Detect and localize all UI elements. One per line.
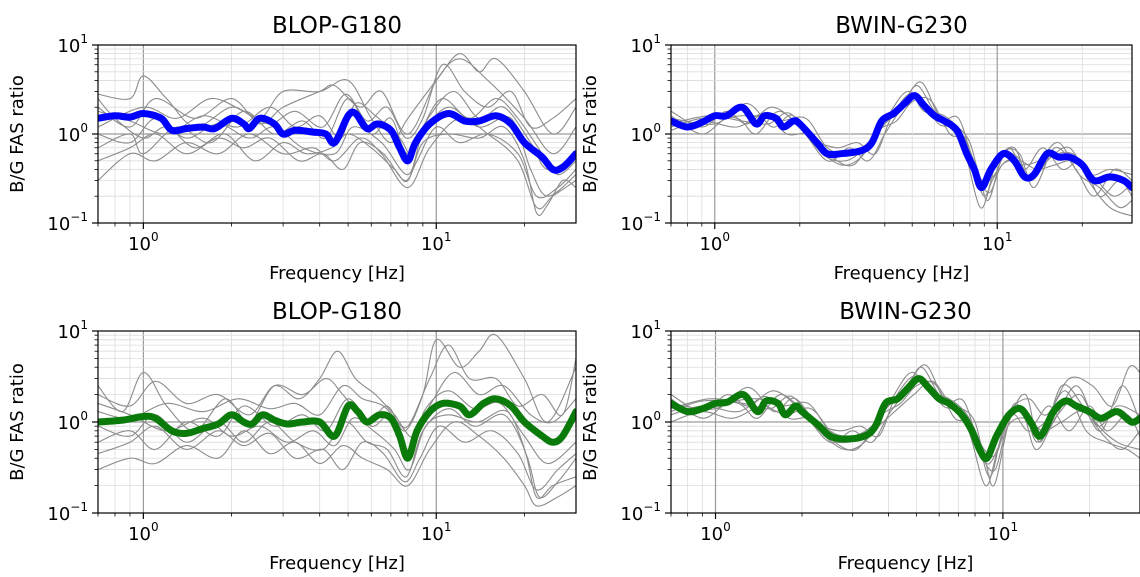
y-axis-label: B/G FAS ratio xyxy=(7,75,28,193)
trace-line xyxy=(98,371,576,438)
grid xyxy=(670,331,1140,513)
y-tick-label: 101 xyxy=(57,318,88,343)
grid xyxy=(670,45,1132,223)
mean-line xyxy=(671,375,1140,463)
y-tick-label: 10−1 xyxy=(620,210,661,235)
x-tick-label: 101 xyxy=(982,230,1013,255)
x-axis-label: Frequency [Hz] xyxy=(269,263,405,284)
y-tick-label: 101 xyxy=(630,32,661,57)
trace-line xyxy=(98,333,576,432)
x-axis-label: Frequency [Hz] xyxy=(269,553,405,574)
y-tick-label: 100 xyxy=(57,121,88,146)
y-axis-label: B/G FAS ratio xyxy=(580,363,601,481)
trace-line xyxy=(98,344,576,429)
y-tick-label: 10−1 xyxy=(47,210,88,235)
x-axis-label: Frequency [Hz] xyxy=(838,553,974,574)
traces xyxy=(98,333,576,507)
trace-line xyxy=(98,53,576,144)
mean-line xyxy=(98,108,576,174)
x-tick-label: 100 xyxy=(128,520,159,545)
trace-line xyxy=(98,425,576,491)
panel-4: 100 101 10−1 100 101 BWIN-G230 Frequency [Hz] B… xyxy=(580,299,1140,574)
trace-line xyxy=(98,402,576,499)
trace-line xyxy=(671,366,1140,478)
mean-line xyxy=(671,92,1132,192)
trace-line xyxy=(98,106,576,197)
x-tick-label: 101 xyxy=(988,520,1019,545)
y-tick-label: 100 xyxy=(57,409,88,434)
chart-title: BLOP-G180 xyxy=(272,13,402,39)
traces xyxy=(671,364,1140,487)
y-tick-label: 101 xyxy=(57,32,88,57)
x-tick-label: 100 xyxy=(699,230,730,255)
y-axis-label: B/G FAS ratio xyxy=(7,363,28,481)
trace-line xyxy=(671,364,1140,460)
grid xyxy=(97,331,576,513)
y-tick-label: 100 xyxy=(630,121,661,146)
y-tick-label: 100 xyxy=(630,409,661,434)
chart-title: BWIN-G230 xyxy=(839,299,972,325)
x-tick-label: 101 xyxy=(421,520,452,545)
panel-1: 100 101 10−1 100 101 BLOP-G180 Frequency [Hz] B… xyxy=(7,13,577,284)
chart-title: BLOP-G180 xyxy=(272,299,402,325)
y-tick-label: 101 xyxy=(630,318,661,343)
mean-line xyxy=(98,395,576,462)
x-tick-label: 100 xyxy=(700,520,731,545)
traces xyxy=(98,53,576,217)
y-tick-label: 10−1 xyxy=(47,500,88,525)
trace-line xyxy=(98,421,576,507)
y-axis-label: B/G FAS ratio xyxy=(580,75,601,193)
x-axis-label: Frequency [Hz] xyxy=(834,263,970,284)
x-tick-label: 100 xyxy=(128,230,159,255)
trace-line xyxy=(98,63,576,139)
trace-line xyxy=(98,98,576,217)
panel-2: 100 101 10−1 100 101 BWIN-G230 Frequency [Hz] B… xyxy=(580,13,1133,284)
x-tick-label: 101 xyxy=(421,230,452,255)
trace-line xyxy=(98,126,576,199)
chart-title: BWIN-G230 xyxy=(835,13,968,39)
panel-3: 100 101 10−1 100 101 BLOP-G180 Frequency [Hz] B… xyxy=(7,299,577,574)
y-tick-label: 10−1 xyxy=(620,500,661,525)
